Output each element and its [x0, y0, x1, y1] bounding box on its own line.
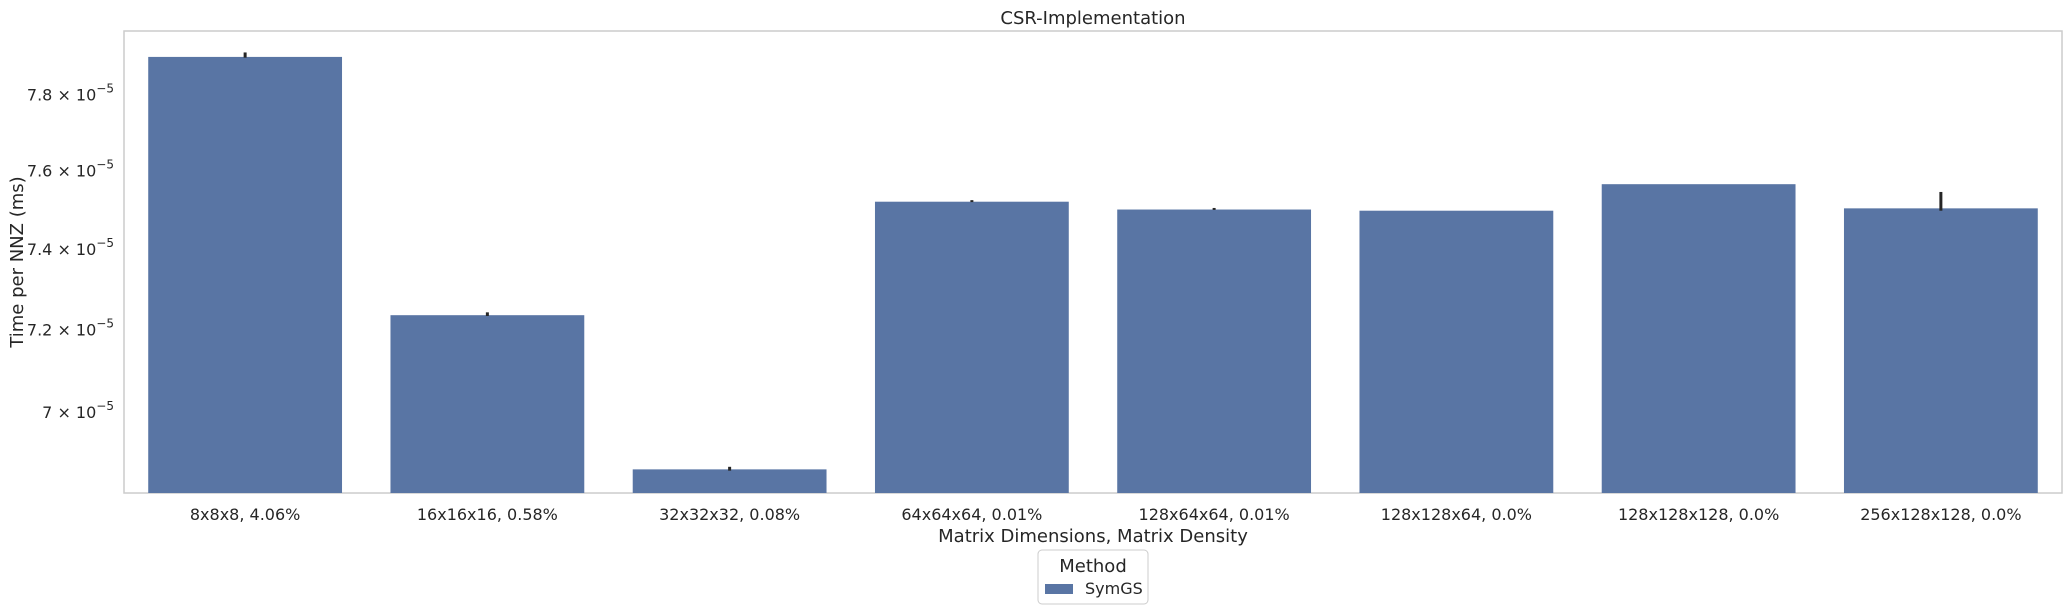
- chart-title: CSR-Implementation: [1000, 8, 1185, 29]
- y-tick-label-4: 7.8 × 10−5: [27, 81, 114, 104]
- x-axis-ticks: 8x8x8, 4.06% 16x16x16, 0.58% 32x32x32, 0.0…: [190, 505, 2022, 524]
- bar-0: [148, 56, 343, 493]
- y-axis-ticks: 7 × 10−5 7.2 × 10−5 7.4 × 10−5 7.6 × 10−5 7.…: [27, 81, 114, 422]
- x-tick-label-6: 128x128x128, 0.0%: [1618, 505, 1779, 524]
- error-bars-group: [243, 52, 1943, 471]
- y-axis-label: Time per NNZ (ms): [7, 176, 28, 348]
- y-tick-label-2: 7.4 × 10−5: [27, 236, 114, 259]
- legend-label-symgs: SymGS: [1085, 579, 1143, 598]
- legend-swatch-symgs: [1045, 584, 1073, 594]
- x-tick-label-3: 64x64x64, 0.01%: [901, 505, 1042, 524]
- x-tick-label-5: 128x128x64, 0.0%: [1381, 505, 1532, 524]
- bar-7: [1843, 208, 2038, 493]
- bar-6: [1601, 184, 1796, 493]
- x-axis-label: Matrix Dimensions, Matrix Density: [938, 526, 1248, 547]
- bar-2: [632, 469, 827, 493]
- bar-4: [1117, 209, 1312, 494]
- bar-3: [874, 201, 1069, 493]
- bar-5: [1359, 210, 1554, 493]
- x-tick-label-4: 128x64x64, 0.01%: [1139, 505, 1290, 524]
- y-tick-label-0: 7 × 10−5: [42, 399, 114, 422]
- bar-1: [390, 315, 585, 493]
- x-tick-label-0: 8x8x8, 4.06%: [190, 505, 300, 524]
- legend: Method SymGS: [1037, 549, 1149, 605]
- legend-title: Method: [1059, 556, 1127, 577]
- bars-group: [148, 56, 2038, 494]
- x-tick-label-1: 16x16x16, 0.58%: [417, 505, 558, 524]
- y-tick-label-3: 7.6 × 10−5: [27, 158, 114, 181]
- y-tick-label-1: 7.2 × 10−5: [27, 316, 114, 339]
- x-tick-label-2: 32x32x32, 0.08%: [659, 505, 800, 524]
- x-tick-label-7: 256x128x128, 0.0%: [1860, 505, 2021, 524]
